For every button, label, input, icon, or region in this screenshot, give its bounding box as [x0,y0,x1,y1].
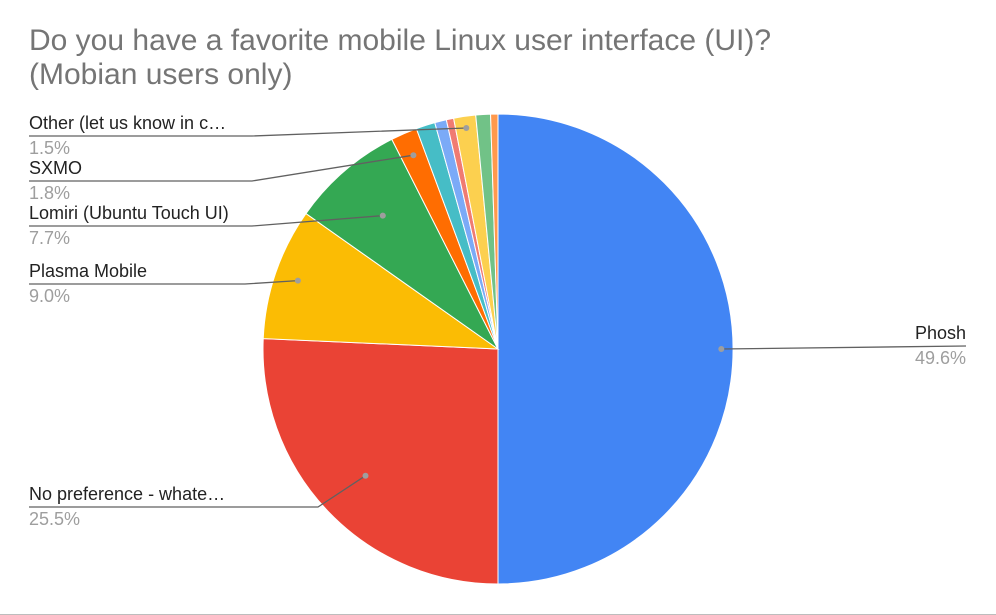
leader-dot [294,277,301,284]
slice-label: Other (let us know in c… [29,113,226,133]
slice-percent-label: 1.5% [29,138,70,158]
pie-slice-lomiri-ubuntu-touch-ui [305,138,499,350]
leader-dot [463,125,470,131]
pie-slice-unlabeled-10 [490,113,499,350]
chart-title: Do you have a favorite mobile Linux user… [29,24,969,92]
leader-line [29,214,383,227]
slice-percent-label: 25.5% [29,509,80,529]
leader-dot [379,212,386,219]
slice-label: Lomiri (Ubuntu Touch UI) [29,203,229,223]
slice-label: Phosh [915,323,966,343]
leader-line [29,475,366,508]
leader-line [29,154,414,182]
slice-percent-label: 7.7% [29,228,70,248]
leader-line [721,345,967,350]
leader-dot [410,152,417,159]
leader-dot [718,346,725,352]
slice-percent-label: 1.8% [29,183,70,203]
pie-slice-plasma-mobile [262,212,500,350]
slice-percent-label: 49.6% [915,348,966,368]
pie-slice-phosh [497,113,734,585]
leader-dot [362,472,369,479]
slice-percent-label: 9.0% [29,286,70,306]
pie-slices [262,113,734,585]
slice-label: SXMO [29,158,82,178]
pie-labels: Phosh 49.6% No preference - whate… 25.5% Pla… [29,113,967,529]
leader-line [29,279,298,285]
chart-title-line-1: Do you have a favorite mobile Linux user… [29,24,772,57]
pie-slice-no-preference-whate [262,338,499,585]
slice-label: Plasma Mobile [29,261,147,281]
slice-label: No preference - whate… [29,484,225,504]
chart-title-line-2: (Mobian users only) [29,58,293,91]
leader-line [29,127,467,137]
